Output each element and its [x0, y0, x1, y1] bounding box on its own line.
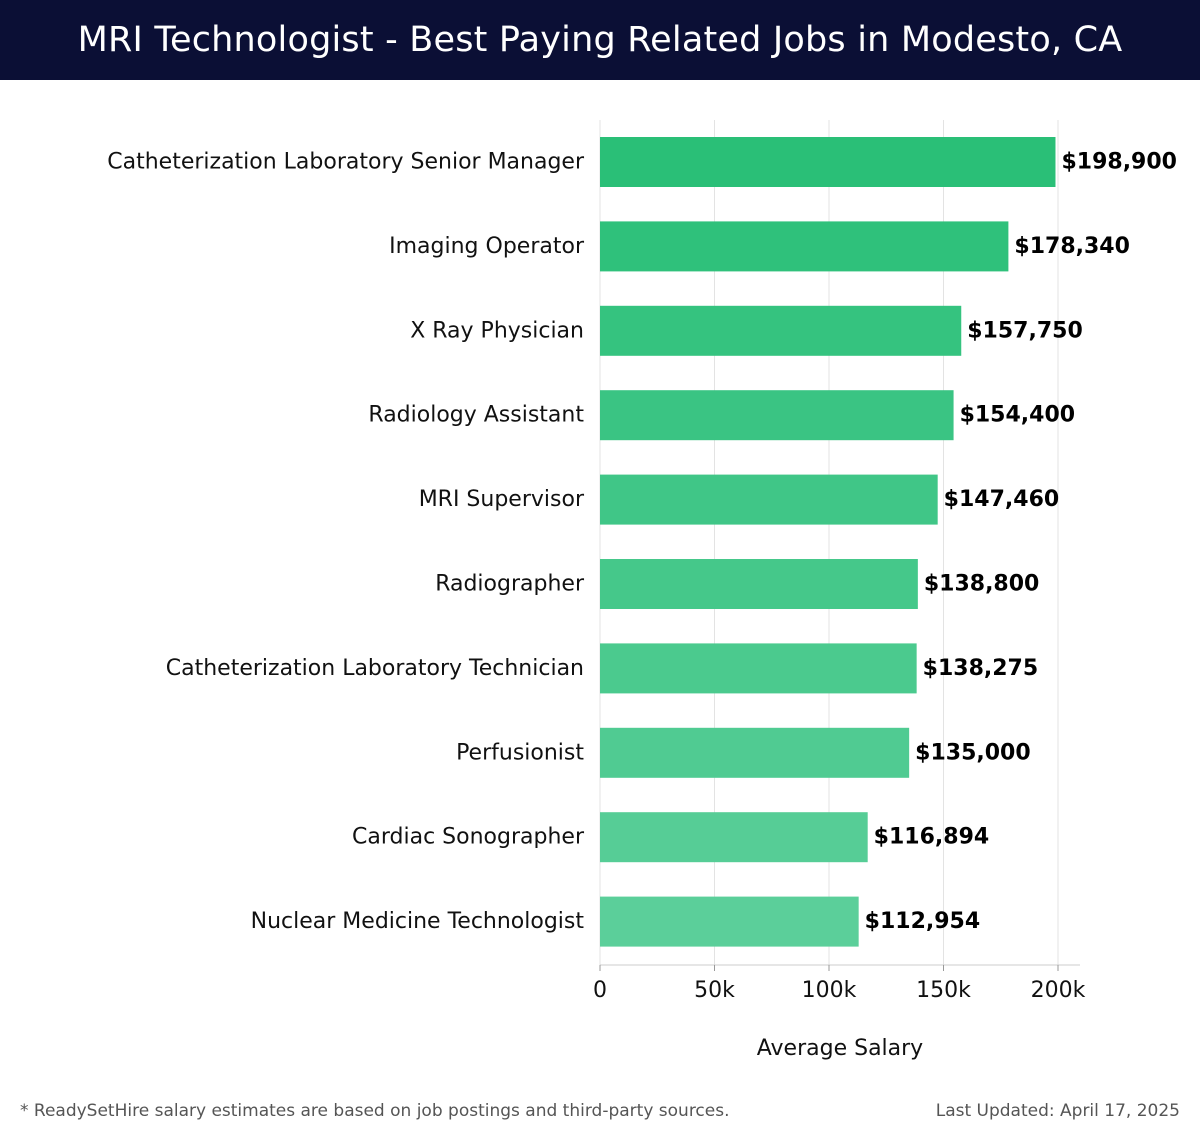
bar-3: [600, 390, 954, 441]
value-label-3: $154,400: [960, 403, 1076, 428]
bar-0: [600, 137, 1056, 187]
category-label-5: Radiographer: [435, 572, 585, 597]
x-axis-title: Average Salary: [757, 1036, 923, 1061]
value-labels: $198,900 $178,340 $157,750 $154,400 $147,460…: [865, 150, 1177, 935]
bar-4: [600, 474, 938, 525]
bar-5: [600, 559, 918, 609]
value-label-8: $116,894: [874, 825, 990, 850]
value-label-6: $138,275: [923, 656, 1039, 681]
chart-header: MRI Technologist - Best Paying Related J…: [0, 0, 1200, 80]
category-label-3: Radiology Assistant: [368, 403, 584, 428]
bar-8: [600, 812, 868, 863]
bar-9: [600, 896, 859, 947]
category-label-9: Nuclear Medicine Technologist: [251, 909, 585, 934]
bar-1: [600, 221, 1009, 272]
bars: [600, 137, 1056, 947]
value-label-5: $138,800: [924, 572, 1040, 597]
last-updated: Last Updated: April 17, 2025: [935, 1101, 1180, 1121]
bar-7: [600, 727, 910, 778]
value-label-4: $147,460: [944, 487, 1060, 512]
category-label-1: Imaging Operator: [389, 234, 585, 259]
value-label-0: $198,900: [1061, 150, 1177, 175]
value-label-1: $178,340: [1014, 234, 1130, 259]
x-tick-label-50k: 50k: [694, 978, 735, 1003]
category-labels: Catheterization Laboratory Senior Manage…: [107, 150, 585, 935]
x-axis: 0 50k 100k 150k 200k Average Salary: [593, 964, 1086, 1061]
value-label-9: $112,954: [865, 909, 981, 934]
category-label-7: Perfusionist: [456, 740, 584, 765]
category-label-2: X Ray Physician: [410, 318, 584, 343]
x-tick-label-100k: 100k: [802, 978, 857, 1003]
chart-title: MRI Technologist - Best Paying Related J…: [77, 20, 1123, 60]
category-label-4: MRI Supervisor: [419, 487, 585, 512]
salary-bar-chart: Catheterization Laboratory Senior Manage…: [107, 120, 1177, 1061]
footer-note: * ReadySetHire salary estimates are base…: [20, 1101, 730, 1121]
category-label-8: Cardiac Sonographer: [352, 825, 585, 850]
value-label-2: $157,750: [967, 318, 1083, 343]
value-label-7: $135,000: [915, 740, 1031, 765]
x-tick-label-150k: 150k: [916, 978, 971, 1003]
x-tick-label-0: 0: [593, 978, 607, 1003]
x-tick-label-200k: 200k: [1031, 978, 1086, 1003]
bar-6: [600, 643, 917, 694]
category-label-6: Catheterization Laboratory Technician: [166, 656, 584, 681]
category-label-0: Catheterization Laboratory Senior Manage…: [107, 150, 585, 175]
bar-2: [600, 305, 962, 356]
